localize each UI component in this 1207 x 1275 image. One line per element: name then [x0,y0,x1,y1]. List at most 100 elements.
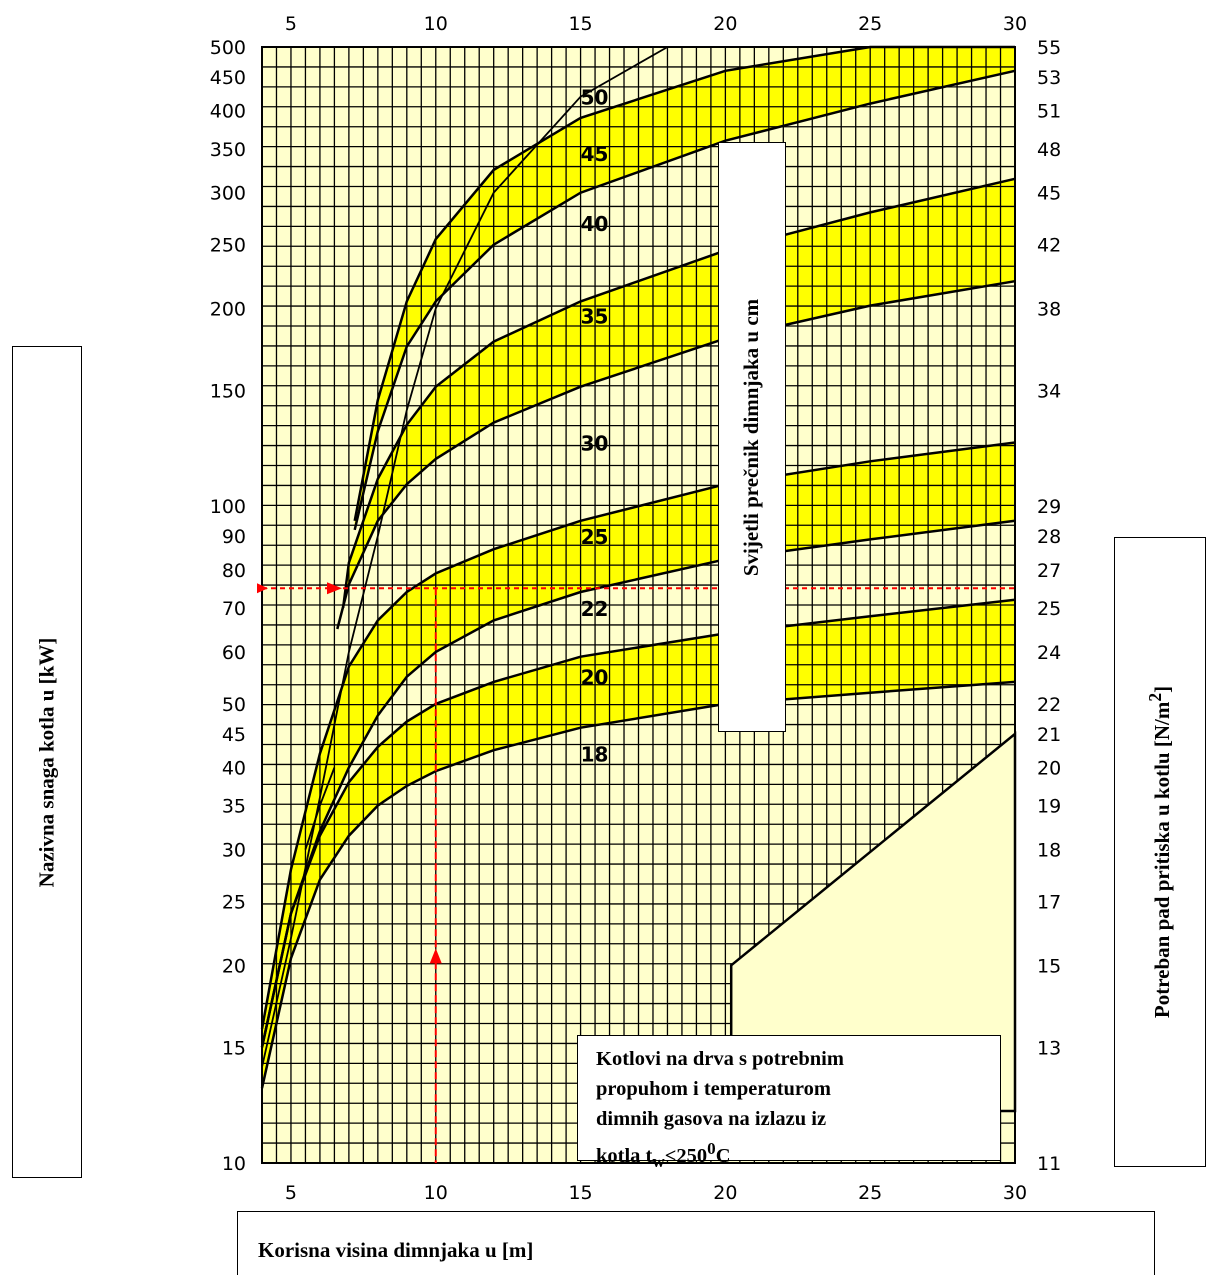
y-tick-label: 100 [210,496,246,518]
note-sub-w: w [652,1151,665,1171]
x-tick-label-top: 15 [568,13,592,35]
y2-label-sup: 2 [1145,692,1166,702]
y-tick-label: 20 [222,955,246,977]
tick-labels-layer: 1015202530354045506070809010015020025030… [210,13,1061,1204]
note-sup-0: 0 [707,1139,716,1158]
diameter-label: 45 [581,142,609,166]
y2-tick-label: 20 [1037,758,1061,780]
y-tick-label: 25 [222,892,246,914]
y2-tick-label: 55 [1037,37,1061,59]
y-tick-label: 90 [222,526,246,548]
x-axis-label: Korisna visina dimnjaka u [m] [258,1238,534,1262]
y-tick-label: 300 [210,183,246,205]
band-lower-curve [336,279,1016,630]
y2-tick-label: 34 [1037,380,1061,402]
y-tick-label: 50 [222,694,246,716]
band-upper-curve [341,177,1016,609]
y2-tick-label: 38 [1037,298,1061,320]
y2-tick-label: 42 [1037,235,1061,257]
y2-axis-label: Potreban pad pritiska u kotlu [N/m2] [1145,686,1175,1018]
y-tick-label: 80 [222,560,246,582]
note-line-4: kotla tw<2500C [596,1134,1000,1177]
y2-tick-label: 11 [1037,1153,1061,1175]
diameter-label-box: Svijetli prečnik dimnjaka u cm [718,142,786,732]
y2-tick-label: 29 [1037,496,1061,518]
extra-curve [261,46,668,1068]
y-tick-label: 30 [222,840,246,862]
x-tick-label-top: 20 [713,13,737,35]
y2-tick-label: 24 [1037,642,1061,664]
extra-curve [304,767,336,850]
band-upper-curve [353,45,1015,522]
note-line-2: propuhom i temperaturom [596,1078,831,1100]
diameter-labels-layer: 18 20 22 25 30 35 40 45 50 [581,86,609,767]
y2-tick-label: 19 [1037,796,1061,818]
y-axis-label: Nazivna snaga kotla u [kW] [34,637,59,887]
y2-tick-label: 27 [1037,560,1061,582]
y-tick-label: 10 [222,1153,246,1175]
y2-tick-label: 28 [1037,526,1061,548]
note-kotla: kotla t [596,1144,653,1167]
note-line-3: dimnih gasova na izlazu iz [596,1108,827,1130]
y2-tick-label: 17 [1037,892,1061,914]
y2-tick-label: 18 [1037,840,1061,862]
diameter-label: 40 [581,212,609,236]
note-line-1: Kotlovi na drva s potrebnim [596,1048,844,1070]
y-tick-label: 15 [222,1037,246,1059]
y-tick-label: 70 [222,598,246,620]
y2-label-main: Potreban pad pritiska u kotlu [N/m [1150,701,1175,1019]
band-lower-curve [353,69,1016,531]
y-tick-label: 45 [222,724,246,746]
diameter-label: 25 [581,525,609,549]
x-tick-label-bottom: 25 [858,1182,882,1204]
y-tick-label: 35 [222,796,246,818]
x-tick-label-bottom: 15 [568,1182,592,1204]
y2-tick-label: 13 [1037,1037,1061,1059]
y2-tick-label: 53 [1037,67,1061,89]
y2-tick-label: 45 [1037,183,1061,205]
y2-tick-label: 22 [1037,694,1061,716]
y-tick-label: 200 [210,298,246,320]
x-axis-label-box: Korisna visina dimnjaka u [m] [237,1211,1155,1275]
example-path [257,582,1015,1163]
x-tick-label-bottom: 20 [713,1182,737,1204]
y2-axis-label-box: Potreban pad pritiska u kotlu [N/m2] [1114,537,1206,1167]
note-box: Kotlovi na drva s potrebnim propuhom i t… [577,1035,1001,1171]
y-tick-label: 350 [210,139,246,161]
x-tick-label-bottom: 30 [1003,1182,1027,1204]
y2-tick-label: 21 [1037,724,1061,746]
y-tick-label: 60 [222,642,246,664]
band-35 [337,178,1015,630]
band-45 [354,47,1015,530]
y2-tick-label: 48 [1037,139,1061,161]
x-tick-label-top: 5 [285,13,297,35]
diameter-label: 22 [581,597,609,621]
example-arrow-right [327,582,342,595]
example-arrow-up [429,948,442,964]
y-tick-label: 40 [222,758,246,780]
example-arrow-start [257,583,268,594]
y2-tick-label: 51 [1037,101,1061,123]
y-tick-label: 150 [210,380,246,402]
note-condition: <250 [664,1144,708,1167]
y-tick-label: 500 [210,37,246,59]
diameter-label: 18 [581,743,609,767]
plot-frame [261,46,1016,1164]
diameter-label: 50 [581,86,609,110]
y2-tick-label: 15 [1037,955,1061,977]
diameter-family-label: Svijetli prečnik dimnjaka u cm [739,298,764,576]
x-tick-label-bottom: 10 [424,1182,448,1204]
y-tick-label: 450 [210,67,246,89]
x-tick-label-bottom: 5 [285,1182,297,1204]
diameter-label: 30 [581,431,609,455]
y2-tick-label: 25 [1037,598,1061,620]
y-tick-label: 250 [210,235,246,257]
y-tick-label: 400 [210,101,246,123]
note-unit: C [715,1144,731,1167]
x-tick-label-top: 10 [424,13,448,35]
x-tick-label-top: 25 [858,13,882,35]
x-tick-label-top: 30 [1003,13,1027,35]
diameter-label: 20 [581,666,609,690]
diameter-label: 35 [581,305,609,329]
